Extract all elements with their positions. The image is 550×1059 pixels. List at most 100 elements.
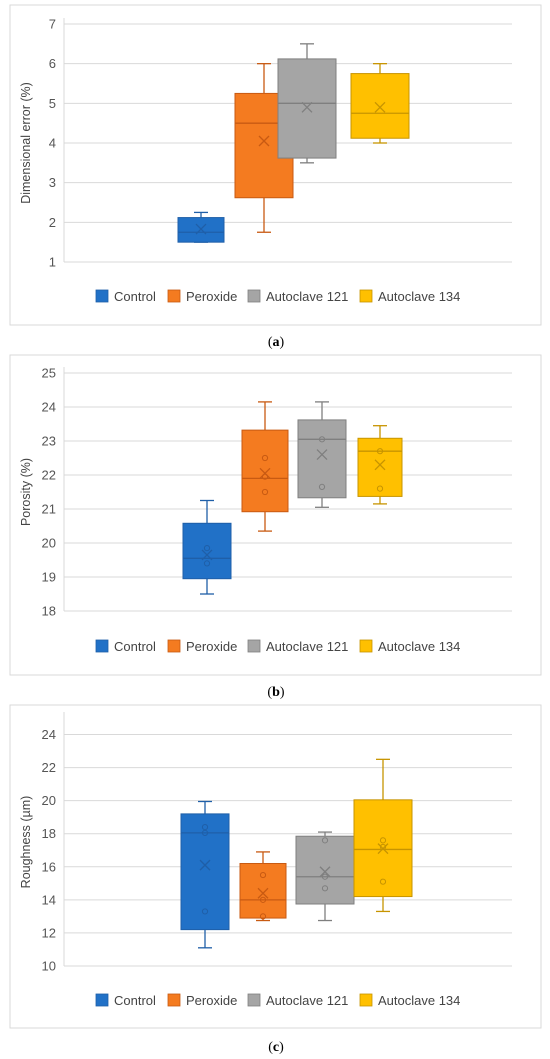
data-point xyxy=(379,843,387,851)
box-control xyxy=(182,499,232,595)
data-point xyxy=(259,913,267,920)
y-tick-label: 1 xyxy=(49,255,56,270)
legend-item-peroxide: Peroxide xyxy=(167,993,237,1008)
data-point xyxy=(376,448,384,455)
mean-marker xyxy=(201,549,213,561)
mean-marker xyxy=(199,859,211,871)
mean-marker-stroke-2 xyxy=(199,859,211,871)
data-point xyxy=(321,837,329,844)
y-tick-label: 22 xyxy=(42,468,56,483)
box-iqr xyxy=(295,835,355,905)
data-point xyxy=(318,436,326,443)
data-point xyxy=(261,454,269,462)
y-axis-label: Roughness (µm) xyxy=(19,796,33,889)
mean-marker xyxy=(195,223,207,235)
legend-swatch xyxy=(247,289,261,303)
mean-marker-stroke-2 xyxy=(301,101,313,113)
y-tick-label: 18 xyxy=(42,826,56,841)
legend: Control Peroxide Autoclave 121 Autoclave 13… xyxy=(95,993,460,1008)
box-iqr xyxy=(357,437,403,497)
mean-marker-stroke-2 xyxy=(374,459,386,471)
box-autoclave-121 xyxy=(277,43,337,164)
legend-label: Peroxide xyxy=(186,639,237,654)
mean-marker xyxy=(374,459,386,471)
legend-label: Autoclave 134 xyxy=(378,639,460,654)
mean-marker-stroke-2 xyxy=(374,101,386,113)
data-point xyxy=(321,873,329,880)
mean-marker-stroke-2 xyxy=(259,467,271,479)
y-axis-label: Porosity (%) xyxy=(19,458,33,526)
caption-b-letter: b xyxy=(272,685,280,700)
mean-marker xyxy=(319,866,331,878)
legend-swatch xyxy=(95,993,109,1007)
box-autoclave-134 xyxy=(353,758,413,913)
mean-marker xyxy=(258,135,270,147)
panel-b-frame xyxy=(9,354,542,676)
legend-item-autoclave-121: Autoclave 121 xyxy=(247,289,348,304)
caption-a: (a) xyxy=(268,335,285,350)
legend-item-control: Control xyxy=(95,289,156,304)
mean-marker xyxy=(259,467,271,479)
y-tick-label: 3 xyxy=(49,175,56,190)
legend-swatch xyxy=(95,289,109,303)
data-point xyxy=(203,545,211,552)
y-tick-label: 10 xyxy=(42,959,56,974)
box-autoclave-134 xyxy=(350,63,410,144)
y-tick-label: 6 xyxy=(49,56,56,71)
y-tick-label: 7 xyxy=(49,17,56,32)
y-tick-label: 25 xyxy=(42,366,56,381)
legend-swatch xyxy=(167,289,181,303)
legend-label: Peroxide xyxy=(186,993,237,1008)
data-point xyxy=(259,871,267,879)
box-peroxide xyxy=(239,851,287,922)
mean-marker xyxy=(316,449,328,461)
y-tick-label: 2 xyxy=(49,215,56,230)
caption-a-letter: a xyxy=(273,335,280,350)
mean-marker-stroke-2 xyxy=(195,223,207,235)
legend-item-autoclave-134: Autoclave 134 xyxy=(359,639,460,654)
data-point xyxy=(376,485,384,492)
data-point xyxy=(321,885,329,892)
mean-marker xyxy=(301,101,313,113)
box-autoclave-121 xyxy=(297,401,347,508)
legend-item-control: Control xyxy=(95,993,156,1008)
y-tick-label: 23 xyxy=(42,434,56,449)
caption-b: (b) xyxy=(267,685,284,700)
y-tick-label: 20 xyxy=(42,536,56,551)
y-axis-label: Dimensional error (%) xyxy=(19,82,33,204)
data-point xyxy=(201,824,209,831)
mean-marker-stroke-2 xyxy=(319,866,331,878)
mean-marker-stroke-2 xyxy=(377,843,389,855)
legend-item-autoclave-121: Autoclave 121 xyxy=(247,639,348,654)
caption-c-letter: c xyxy=(273,1040,279,1055)
mean-marker-stroke-2 xyxy=(258,135,270,147)
mean-marker xyxy=(257,887,269,899)
y-tick-label: 24 xyxy=(42,727,56,742)
box-autoclave-134 xyxy=(357,425,403,505)
legend-label: Autoclave 134 xyxy=(378,993,460,1008)
y-tick-label: 18 xyxy=(42,604,56,619)
legend-swatch xyxy=(359,639,373,653)
box-iqr xyxy=(239,862,287,919)
legend-swatch xyxy=(167,639,181,653)
data-point xyxy=(379,837,387,844)
data-point xyxy=(318,483,326,490)
panel-c: 10 12 14 16 18 20 22 24 Roughness (µm) Control Per… xyxy=(19,712,512,1008)
mean-marker xyxy=(377,843,389,855)
data-point xyxy=(261,488,269,496)
legend-item-autoclave-134: Autoclave 134 xyxy=(359,993,460,1008)
legend-item-peroxide: Peroxide xyxy=(167,639,237,654)
y-tick-label: 24 xyxy=(42,400,56,415)
box-iqr xyxy=(241,429,289,513)
box-iqr xyxy=(277,58,337,159)
legend-swatch xyxy=(359,289,373,303)
legend-swatch xyxy=(359,993,373,1007)
y-tick-label: 19 xyxy=(42,570,56,585)
data-point xyxy=(201,829,209,837)
mean-marker-stroke-2 xyxy=(316,449,328,461)
box-control xyxy=(180,800,230,949)
caption-c: (c) xyxy=(268,1040,284,1055)
legend-label: Autoclave 121 xyxy=(266,639,348,654)
box-peroxide xyxy=(241,401,289,532)
